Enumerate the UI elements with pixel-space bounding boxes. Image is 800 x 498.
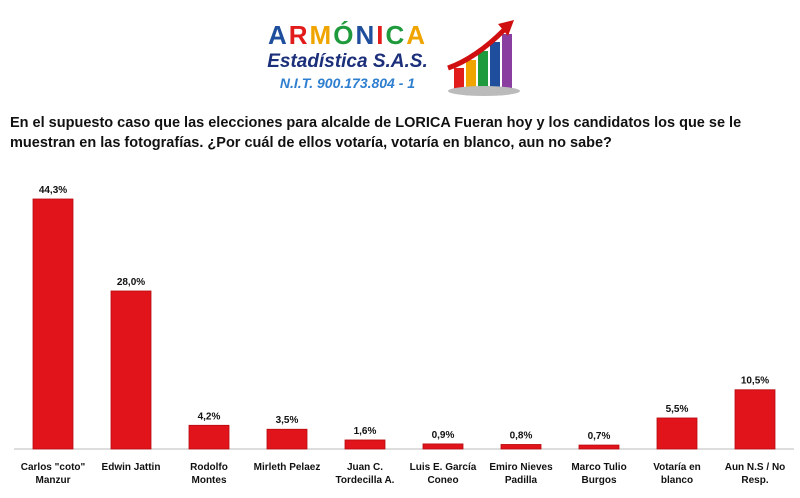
category-label: Montes bbox=[192, 475, 227, 486]
brand-subtitle: Estadística S.A.S. bbox=[267, 51, 428, 72]
bar-value-label: 44,3% bbox=[39, 185, 67, 196]
category-label: Burgos bbox=[582, 475, 617, 486]
bar bbox=[110, 290, 152, 450]
brand-nit: N.I.T. 900.173.804 - 1 bbox=[279, 75, 416, 91]
category-label: Marco Tulio bbox=[571, 462, 626, 473]
category-label: Mirleth Pelaez bbox=[254, 462, 321, 473]
bar-value-label: 4,2% bbox=[198, 411, 221, 422]
bar bbox=[32, 198, 74, 450]
category-label: Rodolfo bbox=[190, 462, 228, 473]
category-label: Carlos "coto" bbox=[21, 462, 86, 473]
category-label: Votaría en bbox=[653, 462, 701, 473]
bar bbox=[500, 444, 542, 450]
growth-bar-chart-arrow-icon bbox=[447, 20, 520, 96]
bar-value-label: 0,7% bbox=[588, 431, 611, 442]
category-label: Manzur bbox=[36, 475, 71, 486]
brand-letter: M bbox=[309, 20, 334, 50]
brand-letter: Ó bbox=[333, 20, 356, 50]
bar-value-label: 0,8% bbox=[510, 430, 533, 441]
company-logo: ARMÓNICA Estadística S.A.S. N.I.T. 900.1… bbox=[260, 18, 530, 110]
brand-letter: I bbox=[376, 20, 386, 50]
bars-group: 44,3% Carlos "coto" Manzur 28,0% Edwin Jatti… bbox=[21, 185, 786, 486]
bar-value-label: 28,0% bbox=[117, 277, 145, 288]
brand-block: ARMÓNICA Estadística S.A.S. N.I.T. 900.1… bbox=[260, 18, 435, 94]
bar bbox=[734, 389, 776, 450]
bar-value-label: 5,5% bbox=[666, 404, 689, 415]
category-label: Luis E. García bbox=[410, 462, 477, 473]
brand-letter: R bbox=[288, 20, 310, 50]
brand-name: ARMÓNICA bbox=[260, 18, 435, 52]
bar bbox=[656, 417, 698, 450]
bar bbox=[266, 428, 308, 450]
bar bbox=[422, 443, 464, 450]
category-label: Emiro Nieves bbox=[489, 462, 553, 473]
bar-value-label: 1,6% bbox=[354, 426, 377, 437]
brand-letter: N bbox=[355, 20, 377, 50]
bar-value-label: 3,5% bbox=[276, 415, 299, 426]
bar bbox=[344, 439, 386, 450]
brand-letter: A bbox=[267, 20, 289, 50]
survey-question: En el supuesto caso que las elecciones p… bbox=[10, 115, 742, 151]
bar bbox=[578, 444, 620, 450]
category-label: Padilla bbox=[505, 475, 538, 486]
category-label: Tordecilla A. bbox=[336, 475, 395, 486]
category-label: Edwin Jattin bbox=[102, 462, 161, 473]
brand-letter: C bbox=[385, 20, 407, 50]
brand-letter: A bbox=[406, 20, 428, 50]
category-label: Resp. bbox=[741, 475, 768, 486]
bar bbox=[188, 424, 230, 450]
category-label: Aun N.S / No bbox=[725, 462, 786, 473]
bar-value-label: 10,5% bbox=[741, 376, 769, 387]
category-label: Coneo bbox=[427, 475, 458, 486]
bar-value-label: 0,9% bbox=[432, 430, 455, 441]
category-label: blanco bbox=[661, 475, 693, 486]
category-label: Juan C. bbox=[347, 462, 383, 473]
